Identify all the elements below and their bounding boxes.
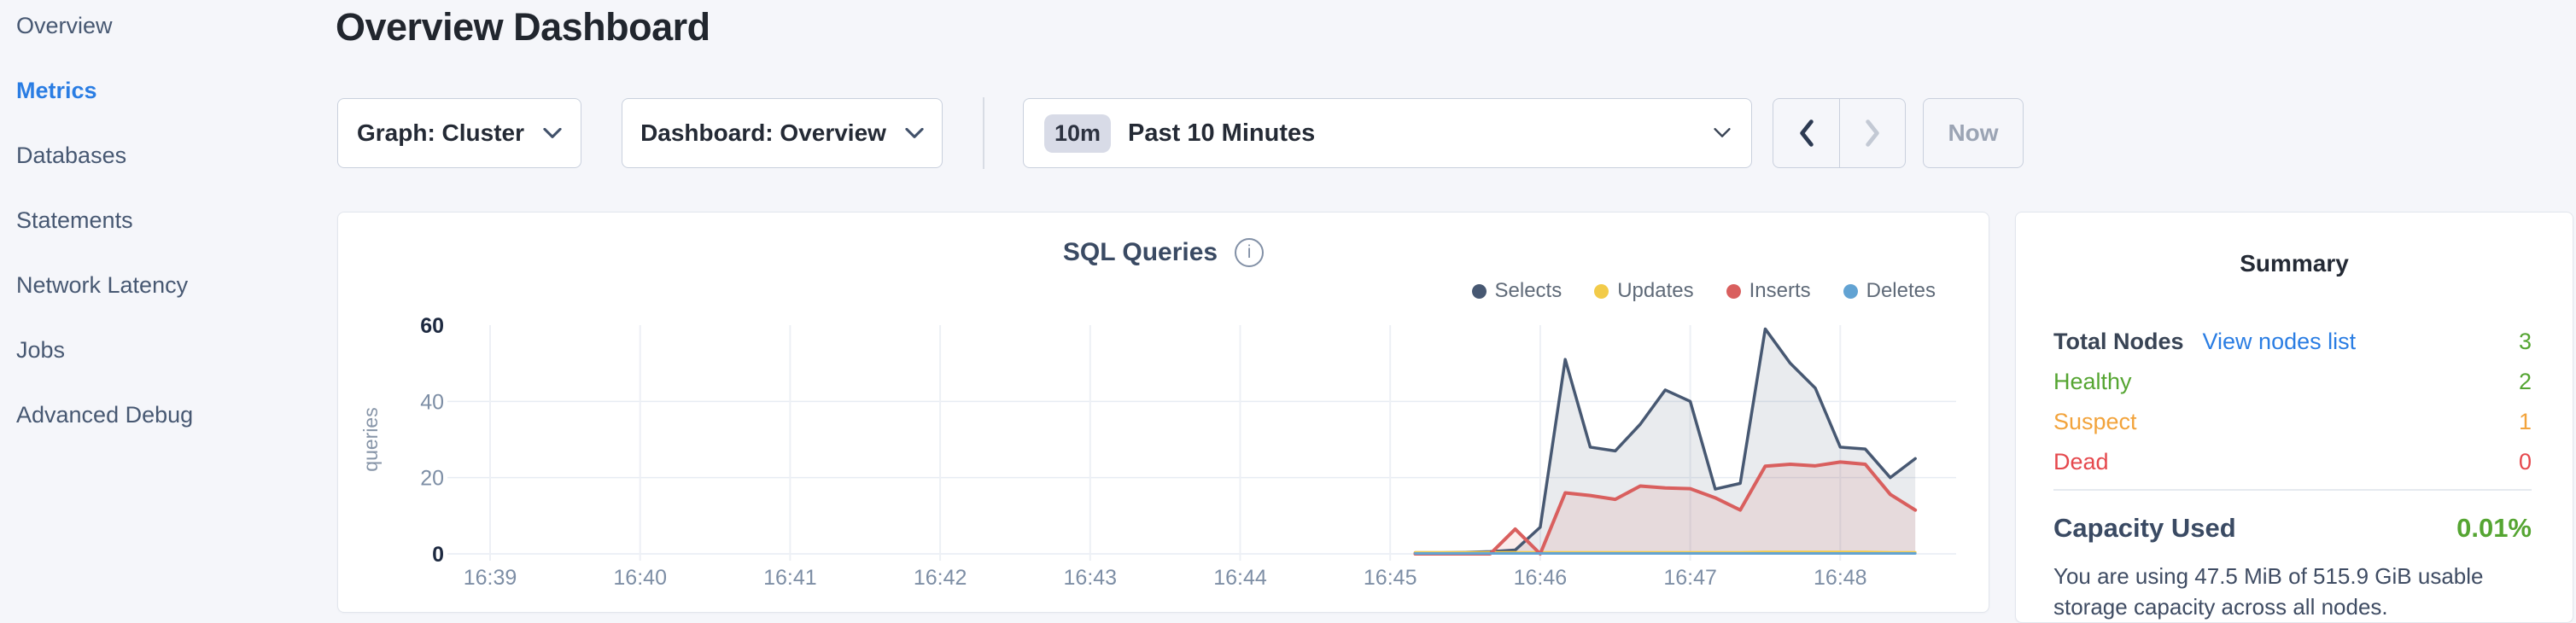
summary-row-total-nodes: Total Nodes View nodes list 3 — [2053, 329, 2532, 354]
dashboard-dropdown[interactable]: Dashboard: Overview — [622, 98, 943, 168]
legend-item-selects[interactable]: Selects — [1471, 279, 1562, 303]
svg-text:60: 60 — [420, 314, 444, 338]
svg-text:16:42: 16:42 — [914, 566, 967, 590]
previous-time-button[interactable] — [1773, 99, 1839, 167]
svg-text:16:47: 16:47 — [1663, 566, 1717, 590]
controls-divider — [983, 97, 984, 169]
capacity-description: You are using 47.5 MiB of 515.9 GiB usab… — [2053, 563, 2484, 620]
deletes-dot-icon — [1843, 283, 1858, 299]
time-range-badge: 10m — [1044, 114, 1112, 153]
time-range-selector[interactable]: 10m Past 10 Minutes — [1023, 98, 1752, 168]
svg-text:16:44: 16:44 — [1213, 566, 1267, 590]
now-button[interactable]: Now — [1923, 98, 2024, 168]
sidebar-item-databases[interactable]: Databases — [16, 143, 127, 168]
summary-title: Summary — [2240, 250, 2349, 277]
capacity-used-value: 0.01% — [2456, 513, 2532, 543]
view-nodes-list-link[interactable]: View nodes list — [2202, 329, 2357, 354]
graph-scope-dropdown-label: Graph: Cluster — [356, 119, 525, 146]
now-button-label: Now — [1948, 119, 1999, 146]
legend-item-updates[interactable]: Updates — [1594, 279, 1694, 303]
svg-text:16:45: 16:45 — [1364, 566, 1417, 590]
svg-text:queries: queries — [359, 407, 382, 471]
legend-item-inserts[interactable]: Inserts — [1726, 279, 1811, 303]
dead-value: 0 — [2518, 449, 2532, 475]
sidebar-item-statements[interactable]: Statements — [16, 207, 133, 233]
chart-legend: Selects Updates Inserts Deletes — [1471, 279, 1936, 303]
svg-text:16:46: 16:46 — [1514, 566, 1568, 590]
time-step-buttons — [1773, 98, 1906, 168]
sidebar: Overview Metrics Databases Statements Ne… — [0, 0, 324, 623]
dashboard-dropdown-label: Dashboard: Overview — [640, 119, 886, 146]
svg-text:16:43: 16:43 — [1064, 566, 1118, 590]
sidebar-item-metrics[interactable]: Metrics — [16, 78, 97, 103]
graph-scope-dropdown[interactable]: Graph: Cluster — [337, 98, 581, 168]
svg-text:16:48: 16:48 — [1814, 566, 1867, 590]
inserts-dot-icon — [1726, 283, 1741, 299]
chevron-right-icon — [1866, 119, 1879, 147]
summary-panel: Summary Total Nodes View nodes list 3 He… — [2015, 212, 2573, 623]
next-time-button[interactable] — [1839, 99, 1905, 167]
suspect-value: 1 — [2518, 409, 2532, 434]
chevron-down-icon — [905, 127, 924, 138]
sidebar-item-jobs[interactable]: Jobs — [16, 337, 66, 363]
summary-row-healthy: Healthy 2 — [2053, 369, 2532, 394]
healthy-value: 2 — [2518, 369, 2532, 394]
selects-dot-icon — [1471, 283, 1487, 299]
chart-title: SQL Queries — [1062, 238, 1218, 266]
sql-queries-plot: 16:39 16:40 16:41 16:42 16:43 16:44 16:45 16:46… — [359, 314, 1956, 590]
svg-text:16:39: 16:39 — [464, 566, 517, 590]
chevron-down-icon — [1714, 128, 1731, 137]
svg-text:40: 40 — [420, 390, 444, 414]
sql-queries-chart-card: SQL Queries i Selects Updates Inserts De… — [337, 212, 1989, 613]
summary-divider — [2053, 489, 2532, 491]
svg-text:16:40: 16:40 — [613, 566, 667, 590]
svg-text:20: 20 — [420, 467, 444, 491]
sidebar-item-advanced-debug[interactable]: Advanced Debug — [16, 402, 194, 428]
sidebar-item-network-latency[interactable]: Network Latency — [16, 272, 189, 298]
summary-row-dead: Dead 0 — [2053, 449, 2532, 475]
time-range-label: Past 10 Minutes — [1128, 119, 1316, 147]
svg-text:16:41: 16:41 — [763, 566, 817, 590]
info-icon[interactable]: i — [1235, 238, 1265, 267]
capacity-used-row: Capacity Used 0.01% — [2053, 513, 2532, 543]
chevron-left-icon — [1799, 119, 1814, 147]
page-title: Overview Dashboard — [336, 5, 710, 49]
total-nodes-value: 3 — [2518, 329, 2532, 354]
updates-dot-icon — [1594, 283, 1609, 299]
chevron-down-icon — [543, 127, 562, 138]
summary-row-suspect: Suspect 1 — [2053, 409, 2532, 434]
sidebar-item-overview[interactable]: Overview — [16, 13, 113, 38]
legend-item-deletes[interactable]: Deletes — [1843, 279, 1936, 303]
line-inserts — [1413, 460, 1918, 556]
svg-text:0: 0 — [432, 543, 444, 567]
